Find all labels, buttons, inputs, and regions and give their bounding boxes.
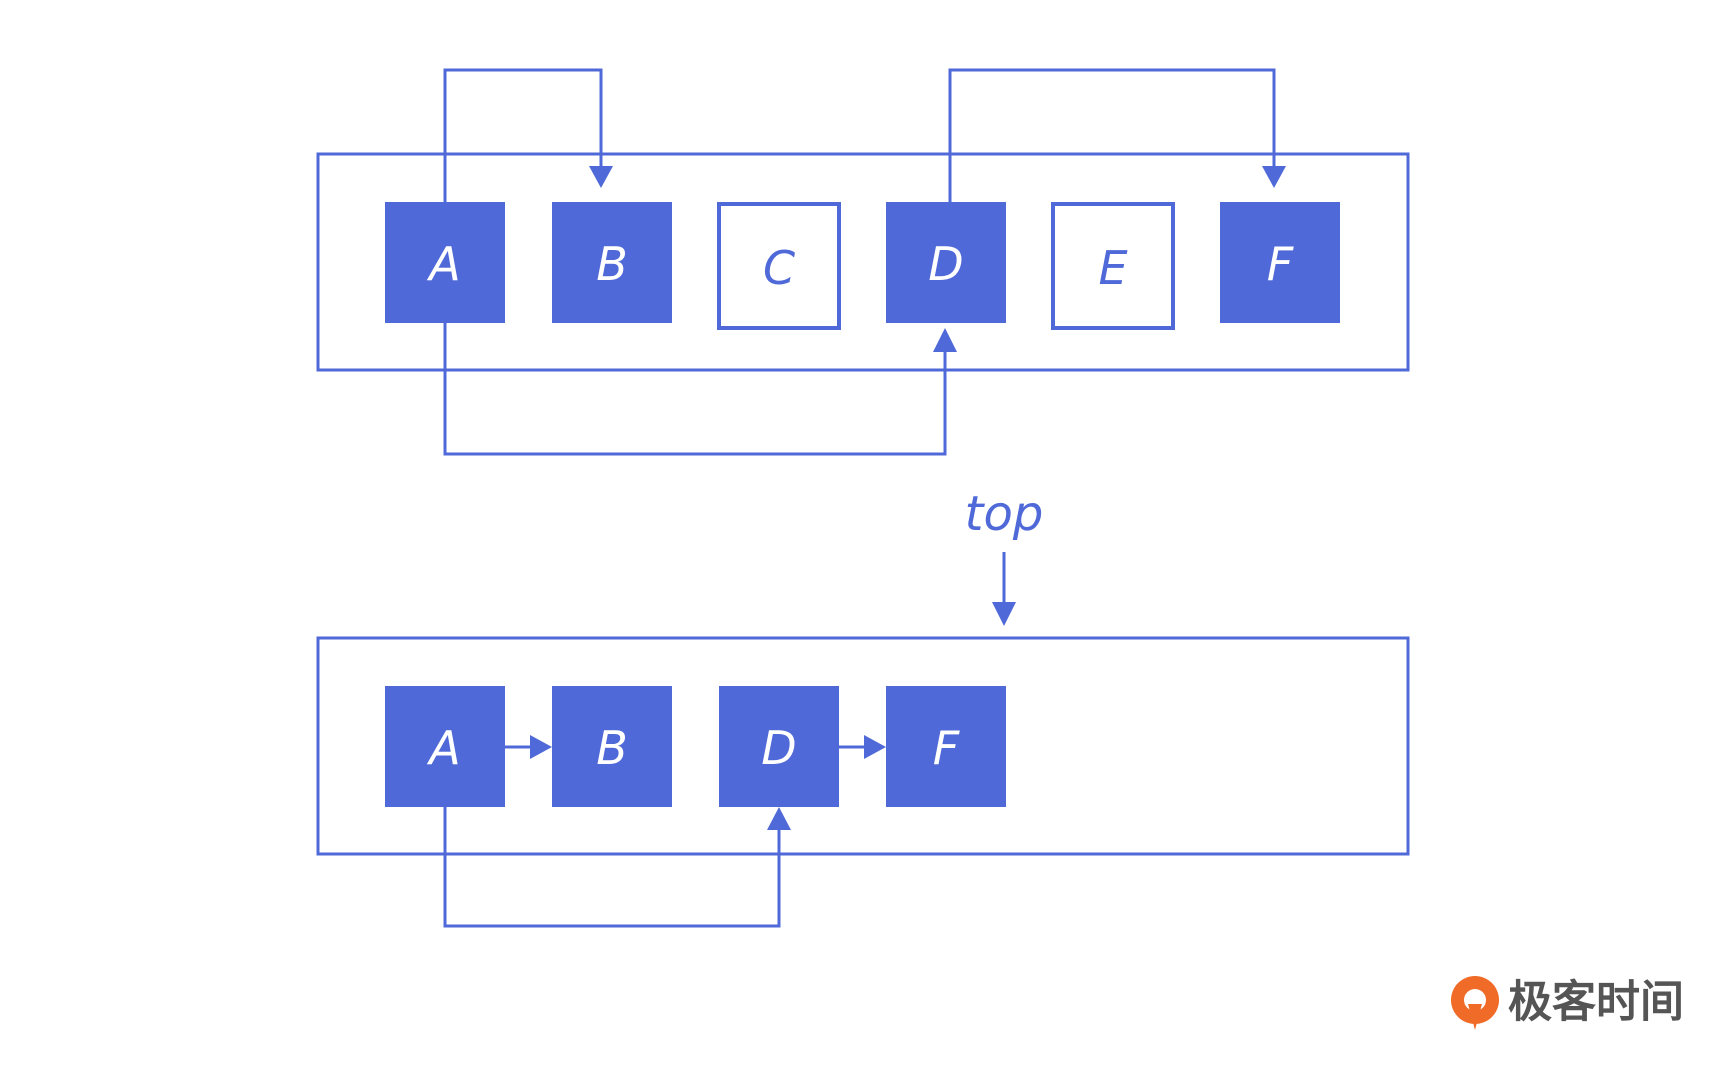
node-a-box: [385, 686, 505, 807]
node-a: A: [385, 202, 505, 323]
node-f: F: [1220, 202, 1340, 323]
node-c-box: [717, 202, 841, 330]
edge-a-to-b: [443, 68, 603, 203]
node-b: B: [552, 202, 672, 323]
node-d-box: [719, 686, 839, 807]
node-b-box: [552, 686, 672, 807]
node-d: D: [719, 686, 839, 807]
node-d-label: D: [761, 721, 796, 775]
node-b-box: [552, 202, 672, 323]
node-c: C: [717, 202, 841, 330]
node-e-box: [1051, 202, 1175, 330]
top-pointer: top: [965, 486, 1044, 626]
bottom-diagram: A B D F: [316, 636, 1410, 928]
edge-a-to-d-under: [443, 807, 781, 928]
node-a-label: A: [426, 721, 460, 775]
node-e: E: [1051, 202, 1175, 330]
top-pointer-label: top: [965, 486, 1044, 542]
node-c-label: C: [763, 241, 795, 295]
node-b-label: B: [596, 237, 628, 291]
node-d-box: [886, 202, 1006, 323]
node-a-label: A: [426, 237, 460, 291]
geektime-logo-icon: [1451, 976, 1499, 1030]
node-f-box: [1220, 202, 1340, 323]
edge-d-to-f-direct-arrowhead: [864, 735, 886, 759]
node-f-label: F: [1267, 237, 1294, 291]
top-container: [316, 152, 1410, 372]
top-diagram: A B C D E F: [316, 68, 1410, 456]
node-b: B: [552, 686, 672, 807]
node-e-label: E: [1098, 241, 1127, 295]
node-a-box: [385, 202, 505, 323]
edge-a-to-b-direct-arrowhead: [530, 735, 552, 759]
node-f-label: F: [933, 721, 960, 775]
edge-d-to-f-arrowhead: [1262, 166, 1286, 188]
edge-a-to-d: [443, 323, 947, 456]
edge-a-to-d-under-arrowhead: [767, 807, 791, 830]
node-d-label: D: [928, 237, 963, 291]
node-d: D: [886, 202, 1006, 323]
node-a: A: [385, 686, 505, 807]
bottom-container: [316, 636, 1410, 856]
node-b-label: B: [596, 721, 628, 775]
brand-name: 极客时间: [1508, 977, 1684, 1028]
node-f-box: [886, 686, 1006, 807]
node-f: F: [886, 686, 1006, 807]
top-pointer-arrowhead: [992, 602, 1016, 626]
edge-d-to-f: [948, 68, 1276, 203]
edge-a-to-d-arrowhead: [933, 328, 957, 352]
brand-watermark: 极客时间: [1451, 976, 1684, 1030]
edge-a-to-b-arrowhead: [589, 166, 613, 188]
